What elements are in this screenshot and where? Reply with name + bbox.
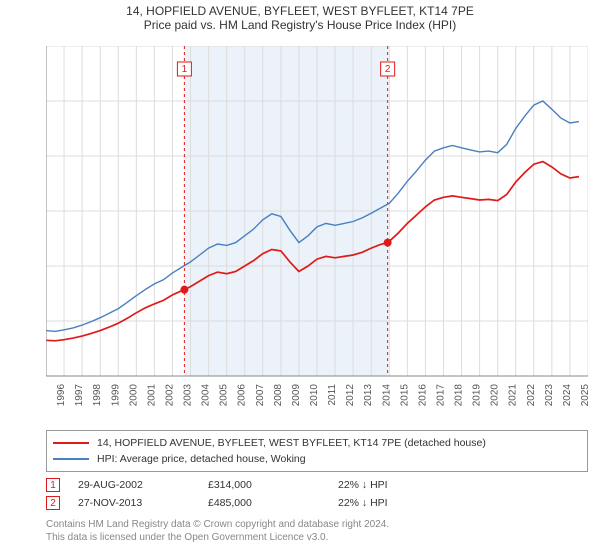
x-tick-label: 2003 [183,384,194,406]
x-tick-label: 1995 [46,384,49,406]
legend-label-property: 14, HOPFIELD AVENUE, BYFLEET, WEST BYFLE… [97,437,486,449]
x-tick-label: 1998 [92,384,103,406]
x-tick-label: 2010 [309,384,320,406]
x-tick-label: 2025 [580,384,588,406]
x-tick-label: 2004 [201,384,212,406]
x-tick-label: 1999 [110,384,121,406]
sale-index-box: 1 [46,478,60,492]
x-tick-label: 2016 [417,384,428,406]
sale-delta: 22% ↓ HPI [338,479,468,491]
x-tick-label: 2014 [381,384,392,406]
sale-price: £314,000 [208,479,338,491]
x-tick-label: 2017 [435,384,446,406]
x-tick-label: 2008 [273,384,284,406]
footer: Contains HM Land Registry data © Crown c… [46,518,389,544]
title-block: 14, HOPFIELD AVENUE, BYFLEET, WEST BYFLE… [0,0,600,32]
table-row: 2 27-NOV-2013 £485,000 22% ↓ HPI [46,494,468,512]
footer-line-2: This data is licensed under the Open Gov… [46,531,389,544]
x-tick-label: 2024 [562,384,573,406]
x-tick-label: 2006 [237,384,248,406]
x-tick-label: 2011 [327,384,338,406]
sale-marker-number: 1 [182,64,188,75]
chart-subtitle: Price paid vs. HM Land Registry's House … [0,18,600,32]
table-row: 1 29-AUG-2002 £314,000 22% ↓ HPI [46,476,468,494]
x-tick-label: 2002 [164,384,175,406]
sale-price: £485,000 [208,497,338,509]
legend-row: 14, HOPFIELD AVENUE, BYFLEET, WEST BYFLE… [53,435,581,451]
x-tick-label: 2023 [544,384,555,406]
x-tick-label: 2021 [508,384,519,406]
x-tick-label: 2000 [128,384,139,406]
chart-area: £0£200,000£400,000£600,000£800,000£1M£1.… [46,46,588,406]
legend: 14, HOPFIELD AVENUE, BYFLEET, WEST BYFLE… [46,430,588,472]
sale-delta: 22% ↓ HPI [338,497,468,509]
x-tick-label: 2012 [345,384,356,406]
x-tick-label: 2019 [472,384,483,406]
x-tick-label: 2009 [291,384,302,406]
x-tick-label: 2022 [526,384,537,406]
chart-svg: £0£200,000£400,000£600,000£800,000£1M£1.… [46,46,588,406]
x-tick-label: 2013 [363,384,374,406]
sale-date: 29-AUG-2002 [78,479,208,491]
legend-swatch-hpi [53,458,89,460]
legend-swatch-property [53,442,89,444]
sale-dot [384,239,392,247]
sale-dot [180,286,188,294]
sales-table: 1 29-AUG-2002 £314,000 22% ↓ HPI 2 27-NO… [46,476,468,512]
footer-line-1: Contains HM Land Registry data © Crown c… [46,518,389,531]
x-tick-label: 1996 [56,384,67,406]
legend-row: HPI: Average price, detached house, Woki… [53,451,581,467]
x-tick-label: 2020 [490,384,501,406]
sale-index-box: 2 [46,496,60,510]
x-tick-label: 1997 [74,384,85,406]
sale-marker-number: 2 [385,64,391,75]
sale-date: 27-NOV-2013 [78,497,208,509]
x-tick-label: 2007 [255,384,266,406]
x-tick-label: 2005 [219,384,230,406]
x-tick-label: 2015 [399,384,410,406]
x-tick-label: 2018 [454,384,465,406]
chart-title-address: 14, HOPFIELD AVENUE, BYFLEET, WEST BYFLE… [0,4,600,18]
x-tick-label: 2001 [146,384,157,406]
legend-label-hpi: HPI: Average price, detached house, Woki… [97,453,306,465]
